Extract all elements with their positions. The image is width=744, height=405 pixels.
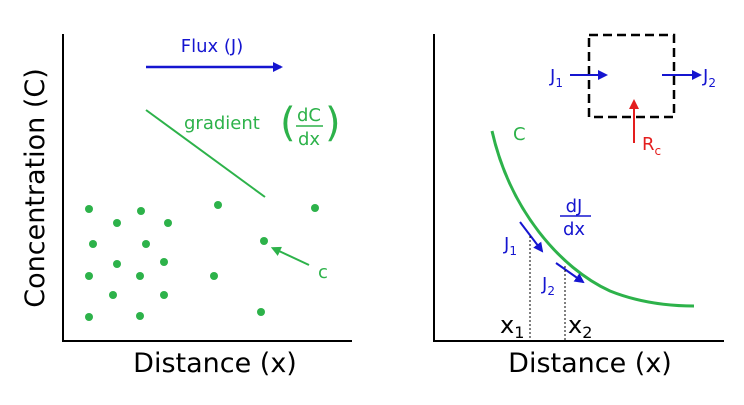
particle [85,272,93,280]
gradient-close-paren: ) [325,100,341,146]
right-panel: Distance (x) J1 J2 Rc C dJ dx J1 J2 x1 x… [433,33,724,379]
particle [85,205,93,213]
gradient-open-paren: ( [280,100,296,146]
x2-label: x2 [568,311,592,342]
left-y-axis-label: Concentration (C) [20,68,51,308]
particle [160,258,168,266]
particle [257,308,265,316]
gradient-label: gradient [184,113,260,134]
left-x-axis-label: Distance (x) [133,348,297,379]
particle [113,219,121,227]
particle [85,313,93,321]
flux-label: Flux (J) [181,36,244,57]
j2-tangent-arrow [555,262,585,284]
particle [210,272,218,280]
box-j-in-label: J1 [549,66,563,90]
particle [311,204,319,212]
j2-label: J2 [541,274,555,298]
particle [137,207,145,215]
j1-label: J1 [503,234,517,258]
particle [160,291,168,299]
gradient-denominator: dx [298,129,320,150]
particle [136,312,144,320]
gradient-numerator: dC [297,105,321,126]
particle [136,272,144,280]
particle [214,201,222,209]
particle [89,240,97,248]
source-label: Rc [642,134,661,158]
box-j-out-label: J2 [702,66,716,90]
curve-label: C [513,124,526,145]
deriv-numerator: dJ [566,196,583,217]
particle [142,240,150,248]
particle [260,237,268,245]
j1-tangent-arrow [519,221,544,253]
particle-pointer-arrow [270,246,310,266]
particle [109,291,117,299]
particle [164,219,172,227]
x1-label: x1 [500,311,524,342]
gradient-line [145,109,266,198]
particles [85,201,319,321]
concentration-curve [490,130,695,308]
right-x-axis-label: Distance (x) [508,348,672,379]
left-panel: Concentration (C) Distance (x) Flux (J) … [20,34,352,379]
deriv-denominator: dx [563,219,585,240]
particle [113,260,121,268]
particle-label: c [318,262,328,283]
